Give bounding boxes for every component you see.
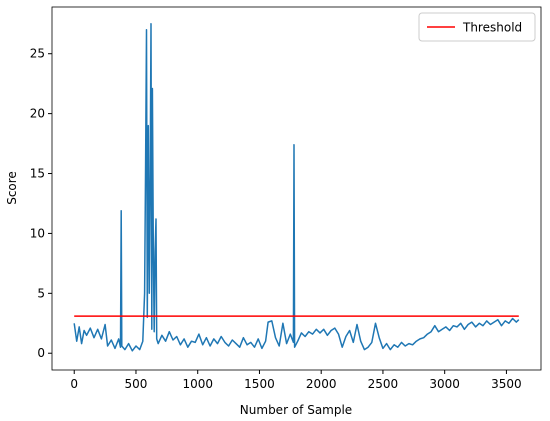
- x-tick-label: 500: [125, 377, 148, 391]
- y-axis-label: Score: [5, 171, 19, 205]
- plot-frame: [51, 6, 542, 371]
- x-tick-label: 1500: [244, 377, 275, 391]
- legend-label: Threshold: [462, 21, 522, 35]
- legend-box: [418, 12, 536, 42]
- y-tick-label: 25: [30, 47, 45, 61]
- x-tick-label: 3500: [491, 377, 522, 391]
- x-tick-label: 0: [70, 377, 78, 391]
- x-tick-label: 2500: [368, 377, 399, 391]
- x-tick-label: 2000: [306, 377, 337, 391]
- x-tick-label: 3000: [429, 377, 460, 391]
- y-tick-label: 0: [37, 346, 45, 360]
- y-tick-label: 15: [30, 167, 45, 181]
- series-line: [73, 23, 520, 352]
- y-tick-label: 10: [30, 226, 45, 240]
- x-tick-label: 1000: [182, 377, 213, 391]
- y-tick-label: 20: [30, 107, 45, 121]
- y-tick-label: 5: [37, 286, 45, 300]
- x-axis-label: Number of Sample: [240, 403, 352, 417]
